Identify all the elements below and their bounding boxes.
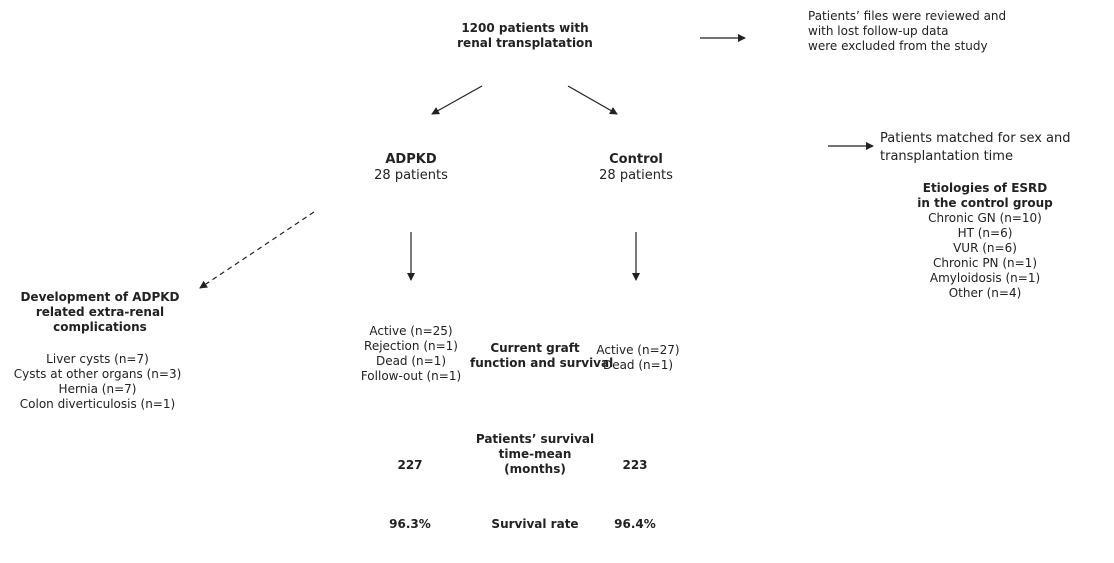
etiologies-title1: Etiologies of ESRD (922, 181, 1048, 195)
excluded-line2: with lost follow-up data (808, 24, 949, 38)
adpkd-survival-time: 227 (397, 458, 423, 472)
etiology-item: HT (n=6) (957, 226, 1013, 240)
adpkd-graft-item: Follow-out (n=1) (360, 369, 462, 383)
control-graft-list: Active (n=27) Dead (n=1) (578, 343, 698, 373)
adpkd-title: ADPKD (385, 152, 437, 167)
etiology-item: Other (n=4) (948, 286, 1022, 300)
survival-rate-label: Survival rate (491, 517, 579, 531)
adpkd-node: ADPKD 28 patients (361, 152, 461, 184)
complication-item: Colon diverticulosis (n=1) (19, 397, 176, 411)
survival-time-label2: time-mean (498, 447, 572, 461)
control-survival-rate: 96.4% (614, 517, 656, 531)
adpkd-survival-rate: 96.3% (389, 517, 431, 531)
complication-item: Hernia (n=7) (58, 382, 137, 396)
etiology-item: Chronic PN (n=1) (932, 256, 1038, 270)
control-survival-time: 223 (622, 458, 648, 472)
top-node: 1200 patients with renal transplatation (455, 21, 595, 51)
complications-title1: Development of ADPKD (20, 290, 180, 304)
complications-title2: related extra-renal (35, 305, 165, 319)
adpkd-graft-item: Dead (n=1) (375, 354, 447, 368)
complications-list: Liver cysts (n=7) Cysts at other organs … (0, 352, 195, 412)
etiology-item: Amyloidosis (n=1) (929, 271, 1041, 285)
control-graft-item: Active (n=27) (596, 343, 680, 357)
graft-label2: function and survival (470, 356, 614, 370)
matched-note: Patients matched for sex and transplanta… (880, 130, 1071, 166)
adpkd-graft-item: Rejection (n=1) (364, 339, 458, 353)
complications-title: Development of ADPKD related extra-renal… (10, 290, 190, 335)
etiology-item: VUR (n=6) (953, 241, 1017, 255)
etiology-item: Chronic GN (n=10) (928, 211, 1042, 225)
control-node: Control 28 patients (586, 152, 686, 184)
adpkd-graft-item: Active (n=25) (369, 324, 453, 338)
complication-item: Cysts at other organs (n=3) (13, 367, 182, 381)
control-count: 28 patients (599, 168, 673, 183)
matched-line2: transplantation time (880, 149, 1013, 164)
top-node-line1: 1200 patients with (461, 21, 589, 35)
arrow-top-to-control (567, 85, 618, 115)
control-graft-item: Dead (n=1) (602, 358, 674, 372)
control-title: Control (609, 152, 663, 167)
adpkd-count: 28 patients (374, 168, 448, 183)
excluded-note: Patients’ files were reviewed and with l… (808, 9, 1006, 54)
arrow-adpkd-to-complications (199, 211, 315, 289)
complication-item: Liver cysts (n=7) (46, 352, 149, 366)
arrow-top-to-adpkd (431, 85, 483, 115)
graft-label: Current graft function and survival (470, 341, 614, 371)
adpkd-graft-list: Active (n=25) Rejection (n=1) Dead (n=1)… (350, 324, 472, 384)
survival-time-label3: (months) (504, 462, 566, 476)
complications-title3: complications (53, 320, 147, 334)
etiologies-title2: in the control group (917, 196, 1053, 210)
matched-line1: Patients matched for sex and (880, 131, 1071, 146)
excluded-line3: were excluded from the study (808, 39, 988, 53)
excluded-line1: Patients’ files were reviewed and (808, 9, 1007, 23)
etiologies-block: Etiologies of ESRD in the control group … (910, 181, 1060, 301)
survival-time-label1: Patients’ survival (475, 432, 595, 446)
top-node-line2: renal transplatation (457, 36, 593, 50)
graft-label1: Current graft (490, 341, 580, 355)
survival-time-label: Patients’ survival time-mean (months) (470, 432, 600, 477)
